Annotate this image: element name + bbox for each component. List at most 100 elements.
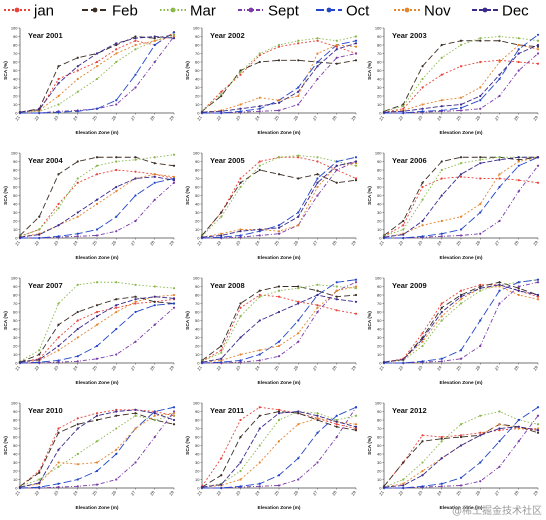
data-point-dec xyxy=(382,236,386,239)
data-point-sept xyxy=(172,410,176,413)
data-point-sept xyxy=(134,86,137,89)
data-point-jan xyxy=(421,434,424,437)
data-point-dec xyxy=(498,427,501,430)
data-point-oct xyxy=(297,319,300,322)
y-tick-label: 10 xyxy=(377,227,382,232)
legend-item-jan: jan xyxy=(4,3,54,20)
data-point-oct xyxy=(277,474,281,477)
data-point-feb xyxy=(76,423,79,426)
data-point-nov xyxy=(76,77,79,81)
data-point-dec xyxy=(18,486,22,489)
x-tick-label: Z2 xyxy=(33,114,40,121)
y-tick-label: 50 xyxy=(13,318,18,323)
data-point-mar xyxy=(297,154,300,157)
data-point-feb xyxy=(459,435,463,439)
series-line-mar xyxy=(383,36,539,112)
x-tick-label: Z5 xyxy=(91,114,98,121)
chart-panel-year-2002: 0 10 20 30 40 50 60 70 80 90 100 Z1 Z2 Z3 Z4 Z5 Z6 Z7 Z8 Z9… xyxy=(182,20,364,145)
data-point-oct xyxy=(479,319,482,322)
data-point-feb xyxy=(57,431,60,434)
x-tick-label: Z7 xyxy=(494,239,501,246)
y-tick-label: 50 xyxy=(377,443,382,448)
data-point-jan xyxy=(316,39,319,42)
x-tick-label: Z4 xyxy=(254,489,261,496)
y-tick-label: 0 xyxy=(379,485,382,490)
data-point-mar xyxy=(38,478,41,481)
data-point-jan xyxy=(57,202,60,206)
data-point-sept xyxy=(277,355,281,358)
data-point-oct xyxy=(297,211,300,214)
x-tick-label: Z8 xyxy=(513,239,520,246)
chart-title: Year 2003 xyxy=(392,31,427,40)
data-point-oct xyxy=(220,486,223,490)
data-point-mar xyxy=(134,414,137,417)
data-point-sept xyxy=(479,232,482,235)
data-point-oct xyxy=(402,236,405,240)
data-point-dec xyxy=(440,457,443,460)
data-point-dec xyxy=(18,111,22,114)
x-tick-label: Z1 xyxy=(378,239,385,246)
data-point-nov xyxy=(498,285,501,288)
y-tick-label: 40 xyxy=(13,451,18,456)
data-point-sept xyxy=(335,56,338,59)
data-point-oct xyxy=(57,235,60,238)
data-point-feb xyxy=(38,215,41,218)
data-point-oct xyxy=(498,289,501,292)
data-point-nov xyxy=(421,224,424,227)
x-tick-label: Z7 xyxy=(130,114,137,121)
data-point-dec xyxy=(57,82,60,85)
data-point-jan xyxy=(76,69,79,72)
data-point-nov xyxy=(258,349,261,352)
data-point-dec xyxy=(76,65,79,68)
data-point-oct xyxy=(536,33,540,36)
x-axis-label: Elevation Zone (m) xyxy=(258,130,301,136)
data-point-nov xyxy=(95,202,99,206)
y-tick-label: 100 xyxy=(375,150,382,155)
data-point-feb xyxy=(498,281,501,284)
data-point-nov xyxy=(402,482,405,485)
x-tick-label: Z1 xyxy=(378,114,385,121)
series-line-nov xyxy=(383,44,539,113)
data-point-jan xyxy=(421,86,424,89)
data-point-sept xyxy=(536,52,540,55)
data-point-jan xyxy=(335,309,338,312)
data-point-nov xyxy=(76,463,79,466)
data-point-oct xyxy=(335,160,338,163)
data-point-dec xyxy=(200,486,204,489)
y-tick-label: 100 xyxy=(11,275,18,280)
data-point-jan xyxy=(335,45,338,48)
series-line-nov xyxy=(19,294,175,363)
data-point-feb xyxy=(335,62,338,65)
x-tick-label: Z1 xyxy=(14,489,21,496)
data-point-nov xyxy=(277,344,281,348)
data-point-oct xyxy=(335,414,338,417)
data-point-feb xyxy=(440,43,443,47)
data-point-oct xyxy=(239,359,242,362)
legend-label-sept: Sept xyxy=(268,3,300,20)
chart-svg: 0 10 20 30 40 50 60 70 80 90 100 Z1 Z2 Z3 Z4 Z5 Z6 Z7 Z8 Z9… xyxy=(3,25,176,136)
x-tick-label: Z1 xyxy=(196,364,203,371)
data-point-feb xyxy=(440,160,443,163)
data-point-dec xyxy=(402,358,405,361)
chart-title: Year 2006 xyxy=(392,156,427,165)
data-point-dec xyxy=(38,481,41,484)
data-point-dec xyxy=(536,156,540,159)
data-point-nov xyxy=(76,336,79,339)
y-tick-label: 60 xyxy=(195,184,200,189)
data-point-dec xyxy=(38,233,41,236)
series-line-jan xyxy=(19,298,175,363)
data-point-nov xyxy=(277,440,281,443)
data-point-nov xyxy=(57,94,60,98)
data-point-sept xyxy=(57,361,60,364)
x-tick-label: Z5 xyxy=(273,489,280,496)
y-tick-label: 10 xyxy=(13,352,18,357)
data-point-feb xyxy=(57,323,60,326)
data-point-oct xyxy=(172,31,176,34)
data-point-jan xyxy=(402,224,405,227)
data-point-dec xyxy=(220,110,223,113)
data-point-sept xyxy=(239,236,242,239)
data-point-sept xyxy=(76,235,79,238)
data-point-mar xyxy=(57,302,60,305)
series-line-jan xyxy=(201,156,357,236)
data-point-oct xyxy=(402,486,405,490)
